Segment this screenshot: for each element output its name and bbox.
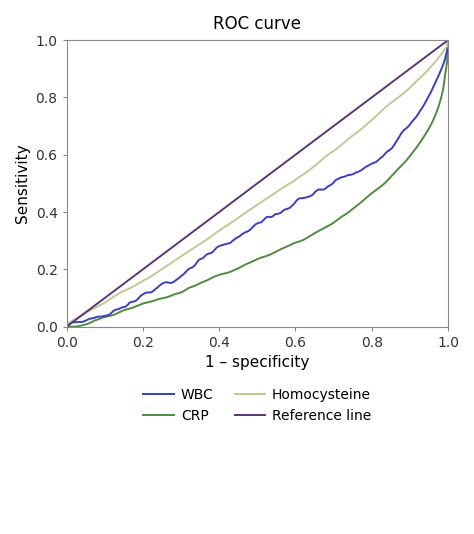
Legend: WBC, CRP, Homocysteine, Reference line: WBC, CRP, Homocysteine, Reference line xyxy=(138,382,377,428)
Title: ROC curve: ROC curve xyxy=(213,15,301,33)
CRP xyxy=(215,272,220,279)
WBC xyxy=(109,309,115,315)
Homocysteine xyxy=(445,37,451,43)
WBC xyxy=(304,194,310,200)
CRP xyxy=(304,235,310,241)
WBC xyxy=(215,244,220,250)
Homocysteine xyxy=(304,169,310,175)
Homocysteine xyxy=(341,140,346,146)
Homocysteine xyxy=(64,324,69,330)
WBC xyxy=(188,265,194,271)
WBC xyxy=(339,174,345,180)
Homocysteine xyxy=(109,294,115,301)
CRP xyxy=(64,324,69,330)
Homocysteine xyxy=(215,229,220,235)
Y-axis label: Sensitivity: Sensitivity xyxy=(15,144,30,223)
Line: WBC: WBC xyxy=(66,40,448,327)
CRP xyxy=(341,212,346,218)
WBC xyxy=(64,324,69,330)
CRP xyxy=(445,37,451,43)
CRP xyxy=(109,312,115,318)
Homocysteine xyxy=(188,247,194,253)
WBC xyxy=(341,174,346,180)
WBC xyxy=(445,37,451,43)
Line: CRP: CRP xyxy=(66,40,448,327)
Line: Homocysteine: Homocysteine xyxy=(66,40,448,327)
X-axis label: 1 – specificity: 1 – specificity xyxy=(205,355,310,370)
CRP xyxy=(188,284,194,290)
Homocysteine xyxy=(339,142,345,148)
CRP xyxy=(339,213,345,219)
